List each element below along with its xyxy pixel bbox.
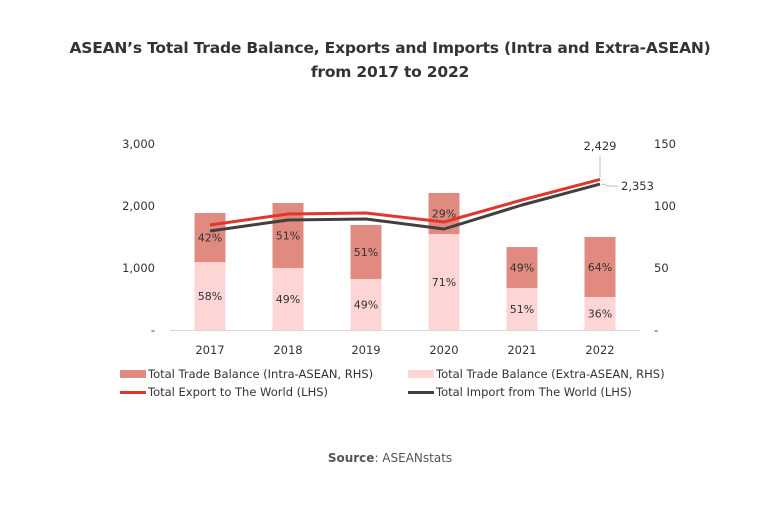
import-annotation-leader bbox=[601, 183, 618, 187]
left-axis-tick: 1,000 bbox=[122, 261, 155, 275]
bar-extra-label: 51% bbox=[510, 303, 534, 316]
bar-extra-asean bbox=[272, 268, 304, 330]
legend-item-export: Total Export to The World (LHS) bbox=[120, 385, 408, 399]
export-2022-annotation: 2,429 bbox=[584, 139, 617, 153]
bar-intra-label: 49% bbox=[510, 262, 534, 275]
chart-legend: Total Trade Balance (Intra-ASEAN, RHS) T… bbox=[120, 365, 720, 401]
legend-swatch-import bbox=[408, 390, 434, 394]
legend-label-export: Total Export to The World (LHS) bbox=[148, 385, 328, 399]
bar-extra-asean bbox=[506, 287, 538, 330]
source-label: Source bbox=[327, 451, 375, 465]
left-axis-tick: - bbox=[151, 323, 155, 337]
bar-intra-label: 51% bbox=[354, 246, 378, 259]
bar-extra-label: 49% bbox=[276, 293, 300, 306]
x-axis-tick: 2017 bbox=[195, 343, 224, 357]
bar-intra-asean bbox=[584, 237, 616, 298]
bar-extra-label: 49% bbox=[354, 299, 378, 312]
legend-swatch-intra bbox=[120, 370, 146, 378]
right-axis-tick: 50 bbox=[654, 261, 669, 275]
legend-item-extra: Total Trade Balance (Extra-ASEAN, RHS) bbox=[408, 367, 665, 381]
right-axis-tick: - bbox=[654, 323, 658, 337]
bar-extra-asean bbox=[350, 279, 382, 330]
legend-label-extra: Total Trade Balance (Extra-ASEAN, RHS) bbox=[436, 367, 665, 381]
bar-extra-label: 71% bbox=[432, 276, 456, 289]
x-axis-tick: 2020 bbox=[429, 343, 458, 357]
legend-item-import: Total Import from The World (LHS) bbox=[408, 385, 632, 399]
bar-intra-asean bbox=[506, 247, 538, 288]
bar-intra-asean bbox=[194, 212, 226, 263]
right-axis-tick: 150 bbox=[654, 137, 676, 151]
bar-extra-asean bbox=[194, 262, 226, 330]
export-line bbox=[209, 177, 601, 227]
bar-extra-label: 36% bbox=[588, 308, 612, 321]
chart-title-line-2: from 2017 to 2022 bbox=[310, 63, 470, 81]
x-axis-tick: 2018 bbox=[273, 343, 302, 357]
bar-extra-asean bbox=[584, 297, 616, 330]
legend-item-intra: Total Trade Balance (Intra-ASEAN, RHS) bbox=[120, 367, 408, 381]
source-value: : ASEANstats bbox=[374, 451, 453, 465]
left-axis-tick: 3,000 bbox=[122, 137, 155, 151]
x-axis-tick: 2019 bbox=[351, 343, 380, 357]
legend-label-import: Total Import from The World (LHS) bbox=[436, 385, 632, 399]
legend-label-intra: Total Trade Balance (Intra-ASEAN, RHS) bbox=[148, 367, 374, 381]
legend-swatch-extra bbox=[408, 370, 434, 378]
source-note: Source: ASEANstats bbox=[0, 451, 780, 465]
bar-intra-asean bbox=[350, 224, 382, 280]
bar-intra-label: 42% bbox=[198, 231, 222, 244]
bar-intra-label: 51% bbox=[276, 230, 300, 243]
x-axis-tick: 2021 bbox=[507, 343, 536, 357]
import-line bbox=[209, 182, 601, 233]
bar-intra-label: 29% bbox=[432, 208, 456, 221]
chart-title-line-1: ASEAN’s Total Trade Balance, Exports and… bbox=[69, 39, 711, 57]
chart-title: ASEAN’s Total Trade Balance, Exports and… bbox=[0, 36, 780, 84]
left-axis-tick: 2,000 bbox=[122, 199, 155, 213]
legend-swatch-export bbox=[120, 390, 146, 394]
x-axis-tick: 2022 bbox=[585, 343, 614, 357]
import-2022-annotation: 2,353 bbox=[621, 179, 654, 193]
bar-intra-label: 64% bbox=[588, 261, 612, 274]
bar-extra-asean bbox=[428, 234, 460, 330]
right-axis-tick: 100 bbox=[654, 199, 676, 213]
bar-extra-label: 58% bbox=[198, 290, 222, 303]
